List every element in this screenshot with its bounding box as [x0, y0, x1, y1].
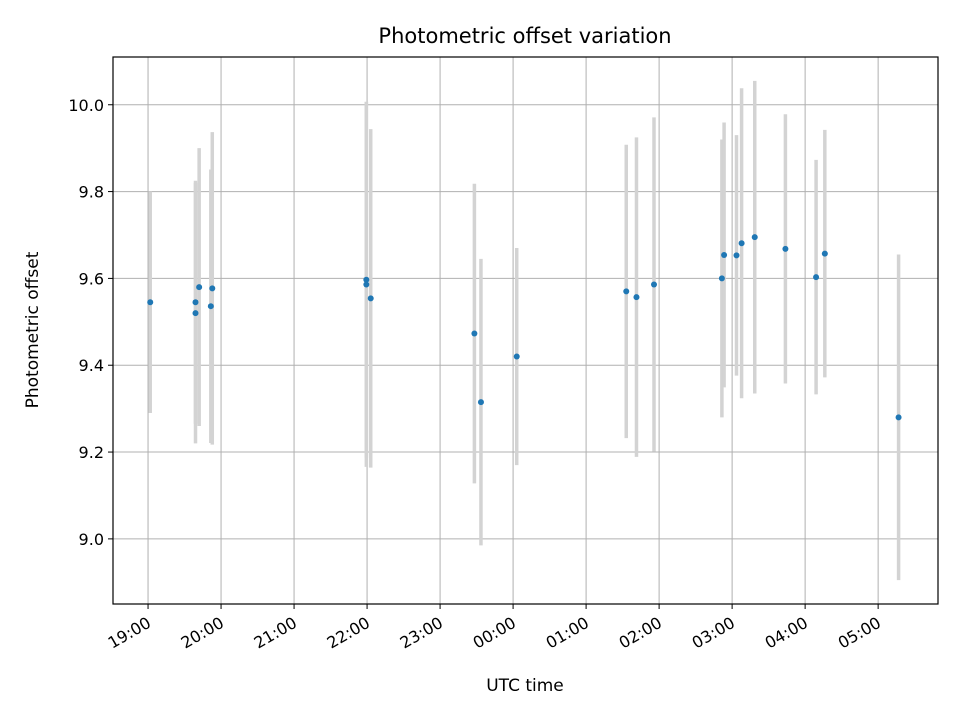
data-point — [623, 288, 630, 295]
data-point — [821, 250, 828, 257]
y-tick-label: 9.4 — [79, 356, 104, 375]
y-tick-label: 9.8 — [79, 183, 104, 202]
data-point — [738, 240, 745, 247]
chart-title: Photometric offset variation — [378, 24, 671, 48]
y-tick-label: 9.2 — [79, 443, 104, 462]
data-point — [751, 234, 758, 241]
data-point — [813, 274, 820, 281]
data-points — [147, 234, 902, 421]
grid-lines — [113, 57, 938, 604]
data-point — [721, 251, 728, 258]
data-point — [192, 310, 199, 317]
plot-area-frame — [112, 56, 939, 605]
data-point — [633, 294, 640, 301]
data-point — [363, 276, 370, 283]
data-point — [207, 303, 214, 310]
data-point — [650, 281, 657, 288]
data-point — [147, 299, 154, 306]
data-point — [718, 275, 725, 282]
data-point — [513, 353, 520, 360]
y-axis-title: Photometric offset — [23, 251, 43, 408]
data-point — [733, 252, 740, 259]
data-point — [471, 330, 478, 337]
x-axis-title: UTC time — [486, 676, 564, 696]
data-point — [209, 285, 216, 292]
data-point — [477, 399, 484, 406]
y-tick-label: 9.0 — [79, 530, 104, 549]
data-point — [363, 281, 370, 288]
data-point — [192, 299, 199, 306]
data-point — [367, 295, 374, 302]
y-tick-label: 9.6 — [79, 269, 104, 288]
data-point — [895, 414, 902, 421]
data-point — [782, 245, 789, 252]
data-point — [196, 284, 203, 291]
y-tick-label: 10.0 — [68, 96, 104, 115]
y-axis-ticks: 9.0 9.2 9.4 9.6 9.8 10.0 — [68, 96, 113, 549]
